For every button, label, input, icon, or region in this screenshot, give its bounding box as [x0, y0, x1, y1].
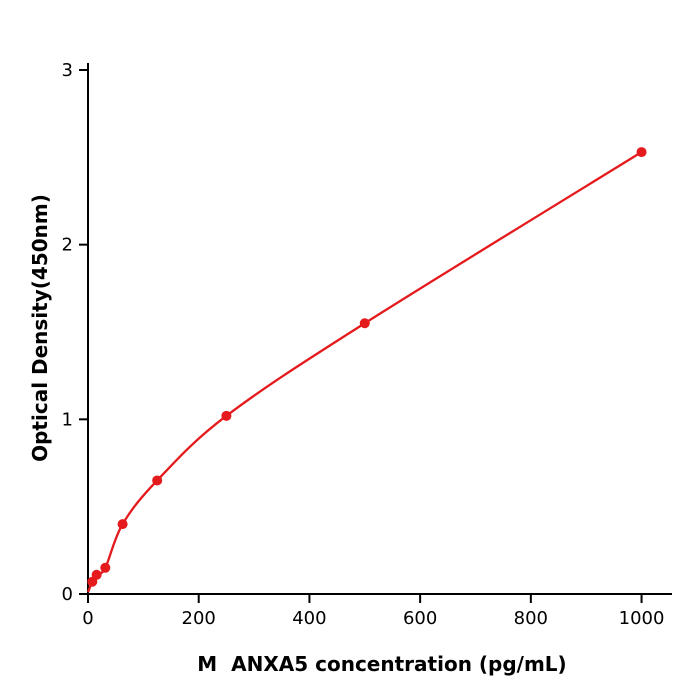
x-tick-label: 200	[182, 608, 216, 629]
x-tick-label: 600	[403, 608, 437, 629]
data-point	[91, 569, 102, 580]
x-tick-label: 1000	[619, 608, 665, 629]
data-point	[636, 147, 647, 158]
x-tick-label: 400	[292, 608, 326, 629]
y-tick-label: 1	[62, 409, 73, 430]
data-point	[152, 475, 163, 486]
fit-curve	[86, 151, 643, 593]
y-tick-label: 2	[62, 235, 73, 256]
data-point	[117, 519, 128, 530]
data-point	[221, 410, 232, 421]
data-point	[100, 562, 111, 573]
x-axis-label: M ANXA5 concentration (pg/mL)	[197, 652, 567, 676]
y-axis-label: Optical Density(450nm)	[28, 194, 52, 462]
y-tick-label: 0	[62, 584, 73, 605]
x-tick-label: 0	[82, 608, 93, 629]
y-tick-label: 3	[62, 60, 73, 81]
x-tick-label: 800	[514, 608, 548, 629]
data-point	[359, 318, 370, 329]
